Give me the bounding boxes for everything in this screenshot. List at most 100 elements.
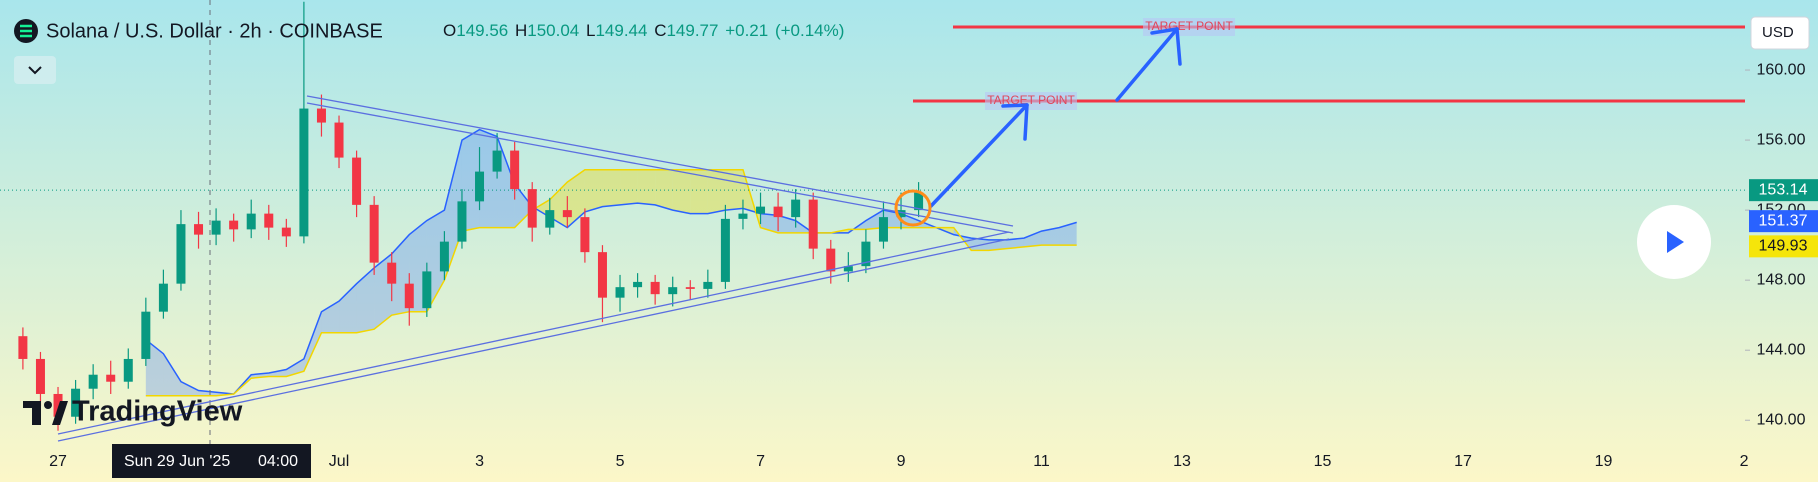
arrow-head	[1001, 103, 1029, 141]
ohlc-value: 149.77	[666, 21, 718, 40]
price-label: 153.14	[1759, 181, 1808, 198]
x-tick-label: 11	[1033, 453, 1050, 470]
logo	[23, 401, 68, 425]
candle-body	[545, 210, 555, 228]
arrow	[1115, 27, 1179, 102]
candle-body	[861, 241, 871, 267]
axes: 27 Jul 3 5 7 9 11 13 15 17 19 2 140.00 144.00 148.00 15…	[49, 61, 1818, 470]
candle-body	[580, 217, 590, 253]
y-tick-label: 144.00	[1757, 341, 1806, 358]
price-label-box	[1749, 179, 1818, 202]
chevron-icon	[28, 66, 42, 75]
candle-body	[404, 283, 414, 309]
ohlc-label: C	[654, 21, 666, 40]
candle-body	[176, 224, 186, 284]
cloud-fill	[180, 381, 199, 396]
change: +0.21	[725, 21, 768, 40]
candle-body	[492, 150, 502, 172]
candle-body	[387, 262, 397, 284]
cloud-fill	[655, 169, 673, 211]
chart-title: Solana / U.S. Dollar · 2h · COINBASE	[46, 20, 383, 42]
symbol-icon-mark	[20, 24, 32, 38]
candle-body	[896, 210, 906, 218]
candle-body	[633, 281, 643, 288]
candle-body	[123, 358, 133, 382]
ohlc-value: 149.56	[456, 21, 508, 40]
price-label: 151.37	[1759, 212, 1808, 229]
candle-body	[439, 241, 449, 272]
candle-body	[352, 157, 362, 205]
x-tick-label: 13	[1173, 453, 1191, 470]
ohlc-value: 150.04	[527, 21, 579, 40]
cloud-fill	[1023, 231, 1042, 247]
arrow-head	[1150, 27, 1182, 66]
change-percent: (+0.14%)	[775, 21, 844, 40]
collapse-button[interactable]	[14, 56, 56, 84]
cloud-fill	[268, 369, 287, 377]
currency-button[interactable]	[1750, 16, 1810, 50]
cloud-fill	[760, 213, 779, 233]
candle-body	[738, 213, 748, 219]
play-icon	[1667, 231, 1684, 253]
candle-body	[703, 281, 713, 289]
ohlc-label: L	[586, 21, 595, 40]
trend-line	[57, 231, 1010, 435]
candle-body	[457, 201, 467, 242]
candle-body	[106, 374, 116, 382]
x-tick-label: 17	[1454, 453, 1472, 470]
ohlc-label: H	[515, 21, 527, 40]
cloud-fill	[690, 169, 708, 214]
candle-body	[141, 311, 151, 359]
candle-body	[527, 189, 537, 228]
candle-body	[369, 204, 379, 263]
currency: USD	[1762, 24, 1794, 41]
trend-line	[57, 238, 1010, 442]
arrow	[929, 103, 1029, 208]
cloud-fill	[1006, 238, 1024, 249]
cloud-fill	[584, 169, 603, 212]
x-tick-label: 3	[475, 453, 484, 470]
candle-body	[914, 192, 924, 211]
candle-body	[475, 171, 485, 202]
candle-body	[229, 220, 239, 230]
candle-body	[510, 150, 520, 190]
cloud-fill	[339, 283, 357, 333]
candle-body	[878, 217, 888, 242]
candle-body	[808, 199, 818, 249]
crosshair-date-box	[112, 444, 311, 478]
x-tick-label: 7	[756, 453, 765, 470]
candle-body	[316, 108, 326, 123]
x-tick-label: 9	[897, 453, 906, 470]
cloud-fill	[356, 267, 375, 333]
y-tick-label: 156.00	[1757, 131, 1806, 148]
cloud-line	[145, 169, 1077, 397]
candle-body	[53, 393, 63, 417]
ohlc-label: O	[443, 21, 456, 40]
candle-body	[334, 122, 344, 158]
candle-body	[246, 213, 256, 230]
drawings: TARGET POINT TARGET POINT	[57, 18, 1745, 442]
cloud-fill	[707, 169, 726, 214]
candle-body	[281, 227, 291, 237]
candles	[18, 1, 924, 431]
candle-body	[264, 213, 274, 228]
candle-body	[158, 283, 168, 312]
candle-body	[211, 220, 221, 235]
candle-body	[88, 374, 98, 389]
x-tick-label: 15	[1314, 453, 1332, 470]
candle-body	[650, 281, 660, 295]
y-tick-label: 140.00	[1757, 411, 1806, 428]
candle-body	[668, 287, 678, 295]
y-tick-label: 160.00	[1757, 61, 1806, 78]
candle-body	[194, 224, 204, 235]
candle-body	[843, 266, 853, 272]
candle-body	[756, 206, 766, 214]
cloud-fill	[672, 169, 691, 214]
x-tick-label: 2	[1740, 453, 1749, 470]
candle-body	[71, 388, 81, 417]
candle-body	[791, 199, 801, 218]
candle-body	[773, 206, 783, 218]
candle-body	[720, 218, 730, 282]
highlight-circle	[894, 189, 932, 227]
